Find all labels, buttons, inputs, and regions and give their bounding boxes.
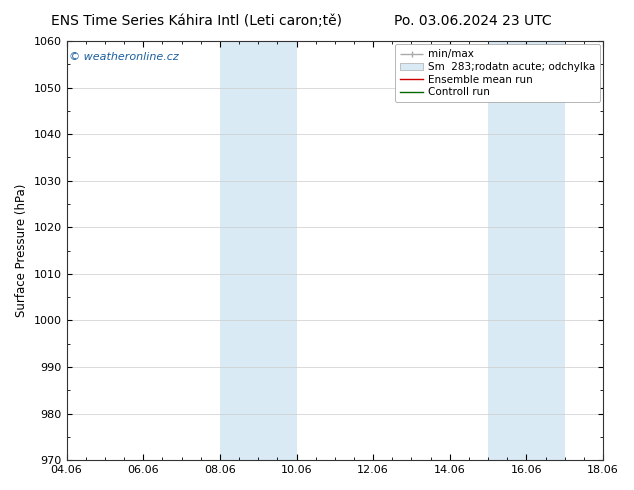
Text: Po. 03.06.2024 23 UTC: Po. 03.06.2024 23 UTC [394,14,551,28]
Legend: min/max, Sm  283;rodatn acute; odchylka, Ensemble mean run, Controll run: min/max, Sm 283;rodatn acute; odchylka, … [395,44,600,102]
Text: ENS Time Series Káhira Intl (Leti caron;tě): ENS Time Series Káhira Intl (Leti caron;… [51,14,342,28]
Text: © weatheronline.cz: © weatheronline.cz [69,51,179,62]
Bar [488,41,565,460]
Y-axis label: Surface Pressure (hPa): Surface Pressure (hPa) [15,184,28,318]
Bar [220,41,297,460]
